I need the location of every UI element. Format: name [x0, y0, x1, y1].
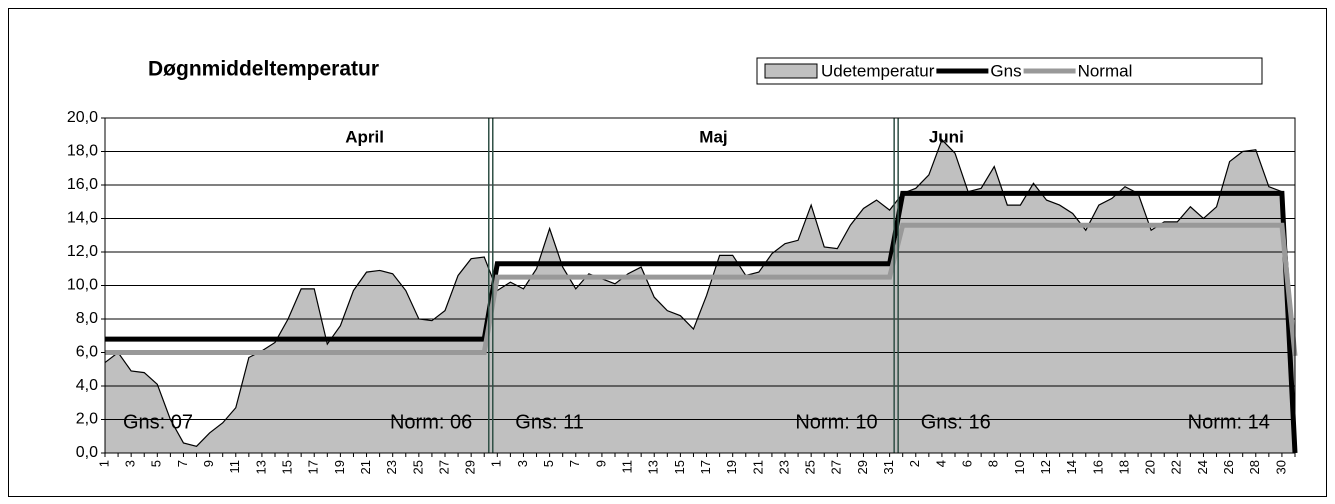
- x-tick-label: 18: [1116, 460, 1131, 474]
- x-tick-label: 26: [1221, 460, 1236, 474]
- month-normal: Norm: 06: [390, 411, 472, 433]
- legend-box: [756, 57, 1263, 85]
- x-tick-label: 4: [933, 460, 948, 467]
- x-tick-label: 15: [672, 460, 687, 474]
- plot-border: [104, 117, 1296, 454]
- x-tick-label: 6: [960, 460, 975, 467]
- x-tick-label: 10: [1012, 460, 1027, 474]
- line: [105, 190, 1298, 454]
- x-tick-label: 19: [724, 460, 739, 474]
- x-tick-label: 24: [1195, 460, 1210, 474]
- month-normal: Norm: 10: [795, 411, 877, 433]
- x-tick-label: 27: [436, 460, 451, 474]
- month-label: Juni: [929, 127, 964, 146]
- month-average: Gns: 16: [921, 411, 991, 433]
- x-tick-label: 3: [515, 460, 530, 467]
- x-tick-label: 1: [96, 460, 111, 467]
- x-tick-label: 16: [1090, 460, 1105, 474]
- x-tick-label: 9: [593, 460, 608, 467]
- legend-label: Udetemperatur: [821, 61, 935, 80]
- x-tick-label: 28: [1247, 460, 1262, 474]
- x-tick-label: 20: [1143, 460, 1158, 474]
- month-label: April: [345, 127, 384, 146]
- y-tick-label: 18,0: [67, 143, 98, 160]
- x-tick-label: 11: [227, 460, 242, 474]
- x-tick-label: 7: [175, 460, 190, 467]
- x-tick-label: 27: [829, 460, 844, 474]
- x-tick-label: 2: [907, 460, 922, 467]
- month-normal: Norm: 14: [1188, 411, 1270, 433]
- x-tick-label: 29: [855, 460, 870, 474]
- y-tick-label: 12,0: [67, 243, 98, 260]
- y-tick-label: 0,0: [76, 444, 98, 461]
- x-tick-label: 29: [463, 460, 478, 474]
- y-tick-label: 14,0: [67, 210, 98, 227]
- y-tick-label: 10,0: [67, 277, 98, 294]
- month-label: Maj: [699, 127, 727, 146]
- y-tick-label: 20,0: [67, 109, 98, 126]
- legend-label: Normal: [1078, 61, 1133, 80]
- y-tick-label: 8,0: [76, 310, 98, 327]
- month-average: Gns: 11: [515, 411, 584, 433]
- x-tick-label: 25: [410, 460, 425, 474]
- legend-label: Gns: [990, 61, 1021, 80]
- chart-title: Døgnmiddeltemperatur: [148, 58, 379, 81]
- x-tick-label: 30: [1273, 460, 1288, 474]
- y-tick-label: 2,0: [76, 411, 98, 428]
- x-tick-label: 21: [358, 460, 373, 474]
- x-tick-label: 17: [306, 460, 321, 474]
- x-tick-label: 19: [332, 460, 347, 474]
- x-tick-label: 11: [620, 460, 635, 474]
- x-tick-label: 13: [253, 460, 268, 474]
- x-tick-label: 7: [567, 460, 582, 467]
- x-tick-label: 23: [384, 460, 399, 474]
- x-tick-label: 25: [803, 460, 818, 474]
- x-tick-label: 9: [201, 460, 216, 467]
- x-tick-label: 1: [489, 460, 504, 467]
- x-tick-label: 5: [149, 460, 164, 467]
- x-tick-label: 5: [541, 460, 556, 467]
- x-tick-label: 8: [986, 460, 1001, 467]
- area-outline: [104, 138, 1296, 447]
- x-tick-label: 12: [1038, 460, 1053, 474]
- x-tick-label: 15: [280, 460, 295, 474]
- month-average: Gns: 07: [123, 411, 193, 433]
- y-tick-label: 4,0: [76, 377, 98, 394]
- line: [105, 222, 1298, 357]
- x-tick-label: 17: [698, 460, 713, 474]
- x-tick-label: 22: [1169, 460, 1184, 474]
- x-tick-label: 31: [881, 460, 896, 474]
- x-tick-label: 23: [776, 460, 791, 474]
- y-tick-label: 6,0: [76, 344, 98, 361]
- x-tick-label: 3: [123, 460, 138, 467]
- x-tick-label: 13: [646, 460, 661, 474]
- x-tick-label: 14: [1064, 460, 1079, 474]
- x-tick-label: 21: [750, 460, 765, 474]
- y-tick-label: 16,0: [67, 176, 98, 193]
- legend-swatch: [764, 63, 818, 79]
